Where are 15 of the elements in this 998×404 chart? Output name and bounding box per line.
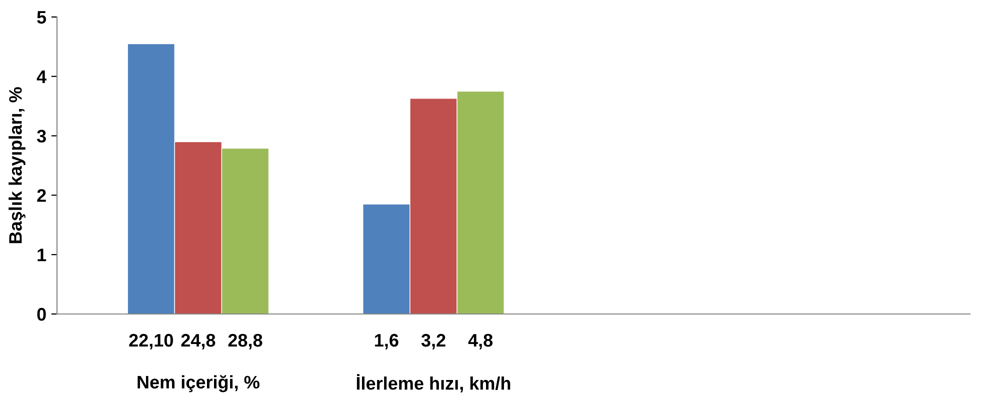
y-tick-label: 4 xyxy=(36,70,46,83)
x-tick-label: 22,10 xyxy=(129,334,173,350)
text: İlerleme hızı, km/h xyxy=(356,374,510,392)
x-tick-label: 24,8 xyxy=(181,334,216,350)
y-tick-label: 5 xyxy=(37,11,46,24)
x-tick-label: 28,8 xyxy=(228,334,262,350)
x-tick-label: 1,6 xyxy=(375,334,398,350)
y-tick-label: 1 xyxy=(38,248,46,262)
y-axis-title: Başlık kayıpları, % xyxy=(8,87,26,244)
y-tick-label: 0 xyxy=(37,308,46,321)
x-tick-label: 4,8 xyxy=(468,334,493,350)
y-tick-label: 3 xyxy=(36,130,46,143)
x-tick-label: 3,2 xyxy=(421,334,446,350)
y-tick-label: 2 xyxy=(37,189,46,202)
text: Nem içeriği, % xyxy=(138,375,260,392)
